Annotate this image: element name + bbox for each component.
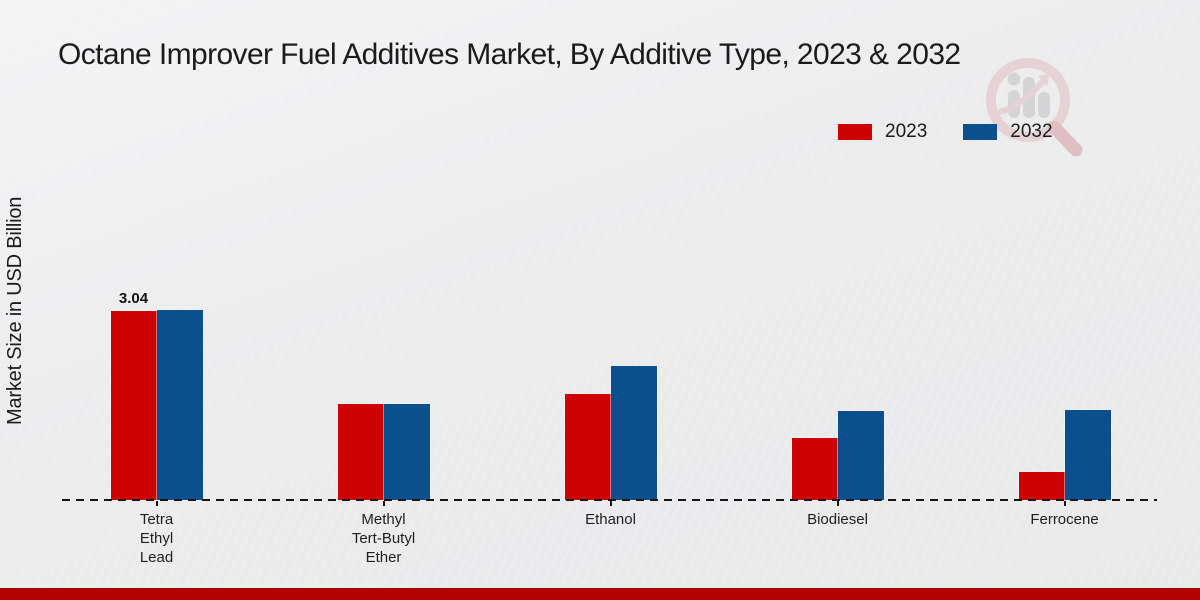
x-axis-tick bbox=[836, 501, 839, 506]
legend-item-2032: 2032 bbox=[963, 121, 1053, 143]
x-axis-tick bbox=[155, 501, 158, 506]
legend-label-2023: 2023 bbox=[885, 121, 928, 142]
y-axis-label: Market Size in USD Billion bbox=[4, 196, 26, 426]
bar-2023-methyl-tert-butyl-ether bbox=[337, 404, 384, 500]
market-research-magnifier-logo-icon bbox=[986, 58, 1083, 157]
bar-2023-biodiesel bbox=[791, 438, 838, 500]
category-label-methyl-tert-butyl-ether: Methyl Tert-Butyl Ether bbox=[351, 511, 416, 566]
bar-2023-tetra-ethyl-lead bbox=[110, 311, 157, 500]
bar-2032-tetra-ethyl-lead bbox=[156, 310, 203, 500]
category-label-biodiesel: Biodiesel bbox=[807, 511, 868, 528]
bar-2032-biodiesel bbox=[837, 411, 884, 500]
bar-value-label: 3.04 bbox=[118, 290, 149, 307]
category-label-ferrocene: Ferrocene bbox=[1030, 511, 1099, 528]
x-axis-tick bbox=[382, 501, 385, 506]
legend: 2023 2032 bbox=[838, 121, 1053, 143]
legend-item-2023: 2023 bbox=[838, 121, 927, 143]
category-label-tetra-ethyl-lead: Tetra Ethyl Lead bbox=[139, 511, 174, 566]
bar-2023-ferrocene bbox=[1018, 472, 1065, 500]
legend-swatch-2032-icon bbox=[963, 124, 998, 140]
legend-label-2032: 2032 bbox=[1010, 121, 1053, 142]
bar-2023-ethanol bbox=[564, 394, 611, 500]
legend-swatch-2023-icon bbox=[838, 124, 872, 140]
bar-2032-ethanol bbox=[610, 366, 657, 500]
x-axis-tick bbox=[1063, 501, 1066, 506]
x-axis-baseline bbox=[62, 499, 1157, 501]
chart-title: Octane Improver Fuel Additives Market, B… bbox=[58, 38, 961, 71]
footer-accent-band bbox=[0, 588, 1200, 600]
bar-2032-methyl-tert-butyl-ether bbox=[383, 404, 430, 500]
bar-2032-ferrocene bbox=[1064, 410, 1111, 500]
category-label-ethanol: Ethanol bbox=[585, 511, 636, 528]
x-axis-tick bbox=[609, 501, 612, 506]
